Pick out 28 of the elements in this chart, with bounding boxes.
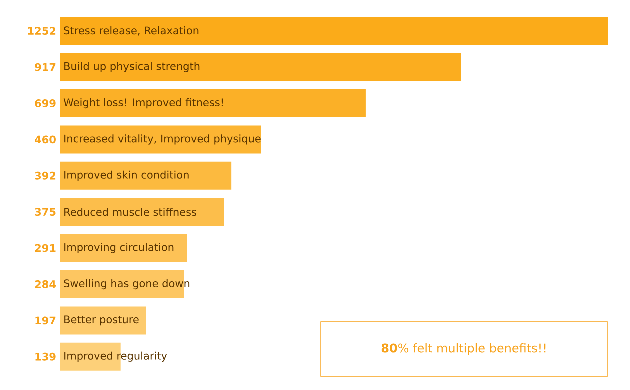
bar bbox=[60, 198, 224, 226]
data-label: 699 bbox=[35, 100, 56, 108]
y-tick-label: Improving circulation bbox=[64, 243, 174, 254]
data-label: 375 bbox=[35, 208, 56, 216]
bar bbox=[60, 234, 188, 262]
data-label: 197 bbox=[36, 316, 56, 325]
data-label: 139 bbox=[36, 352, 56, 361]
annotation: 80% felt multiple benefits!! bbox=[382, 343, 546, 356]
y-tick-label: Build up physical strength bbox=[64, 62, 200, 72]
data-label: 284 bbox=[35, 280, 56, 288]
data-label: 917 bbox=[35, 63, 56, 72]
y-tick-label: Improved regularity bbox=[64, 352, 168, 362]
y-tick-label: Improved skin condition bbox=[64, 170, 189, 181]
bar bbox=[60, 306, 146, 335]
data-label: 1252 bbox=[28, 27, 56, 36]
data-label: 392 bbox=[35, 172, 56, 180]
y-tick-label: Increased vitality, Improved physique bbox=[64, 134, 261, 145]
y-tick-label: Reduced muscle stiffness bbox=[64, 208, 196, 216]
bar bbox=[60, 126, 262, 154]
data-label: 460 bbox=[35, 136, 56, 144]
bar bbox=[60, 17, 608, 46]
y-tick-label: Weight loss! Improved fitness! bbox=[64, 98, 223, 109]
y-tick-label: Better posture bbox=[64, 316, 139, 326]
y-tick-label: Stress release, Relaxation bbox=[64, 26, 199, 36]
data-label: 291 bbox=[35, 244, 56, 252]
bar bbox=[60, 89, 366, 118]
bar bbox=[60, 162, 232, 190]
bar bbox=[60, 53, 462, 82]
